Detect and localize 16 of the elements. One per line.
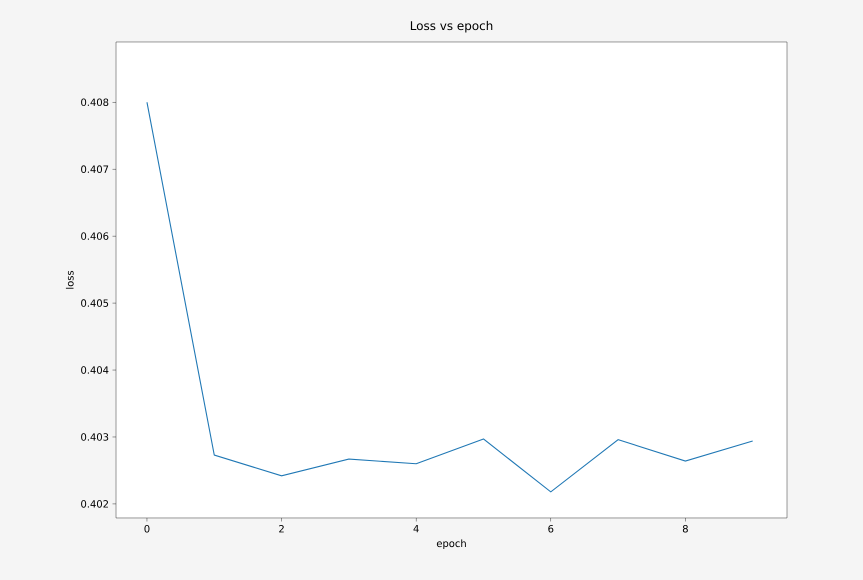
y-tick-label: 0.404 xyxy=(81,366,108,374)
y-tick-label: 0.406 xyxy=(81,232,108,240)
x-tick-label: 4 xyxy=(413,525,419,532)
x-axis-title: epoch xyxy=(436,539,466,550)
line-series xyxy=(146,102,754,492)
y-axis-title: loss xyxy=(66,270,74,289)
y-tick-label: 0.405 xyxy=(81,299,108,307)
x-tick-label: 2 xyxy=(279,524,284,532)
y-tick-label: 0.407 xyxy=(81,165,108,173)
y-tick-label: 0.402 xyxy=(81,500,108,508)
x-tick-label: 6 xyxy=(548,524,554,533)
y-tick-label: 0.408 xyxy=(81,98,108,106)
x-tick-label: 8 xyxy=(682,524,688,533)
chart-title: Loss vs epoch xyxy=(410,20,492,32)
y-tick-label: 0.403 xyxy=(81,433,108,441)
x-tick-label: 0 xyxy=(144,524,150,533)
